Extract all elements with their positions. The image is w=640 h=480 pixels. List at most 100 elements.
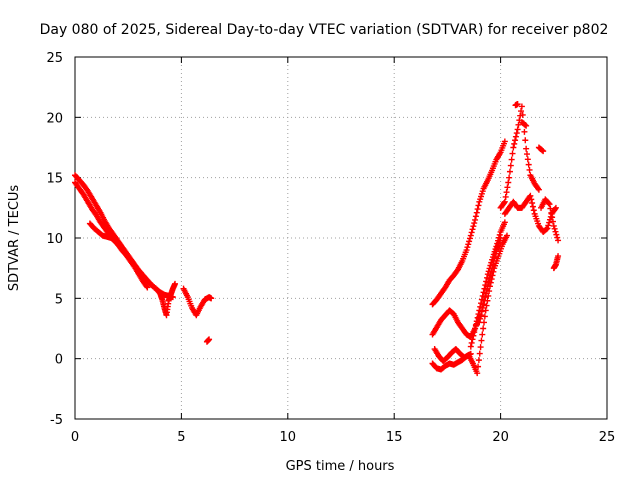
data-point [466,238,473,245]
series-arc-p [550,253,562,272]
data-point [522,122,529,129]
data-point [544,225,551,232]
data-point [503,189,510,196]
data-point [547,205,554,212]
data-point [529,203,536,210]
data-point [480,301,487,308]
data-point [501,198,508,205]
data-point [523,122,530,129]
data-point [505,179,512,186]
data-point [474,206,481,213]
data-point [506,168,513,175]
x-tick-label: 15 [386,430,403,445]
data-point [481,297,488,304]
x-tick-label: 25 [599,430,616,445]
data-point [475,202,482,209]
x-tick-label: 5 [177,430,185,445]
data-point [549,214,556,221]
data-point [518,108,525,115]
data-point [546,219,553,226]
x-axis-label: GPS time / hours [286,459,395,474]
data-point [545,222,552,229]
data-point [468,229,475,236]
series-arc-r [518,119,530,129]
data-point [469,336,476,343]
data-point [508,156,515,163]
gridlines [75,57,607,419]
data-point [492,250,499,257]
data-point [523,145,530,152]
chart-title: Day 080 of 2025, Sidereal Day-to-day VTE… [40,22,609,38]
data-point [470,332,477,339]
data-point [467,343,474,350]
y-tick-label: 5 [55,292,63,307]
data-point [554,234,561,241]
data-point [503,232,510,239]
series-arc-a [72,172,176,301]
data-point [476,319,483,326]
y-tick-label: 0 [55,353,63,368]
data-point [468,339,475,346]
data-point [529,200,536,207]
data-point [476,350,483,357]
data-point [506,174,513,181]
data-point [504,184,511,191]
data-point [474,370,481,377]
data-point [472,325,479,332]
data-point [497,235,504,241]
series-arc-c [86,220,144,276]
data-point [514,126,521,133]
data-point [522,137,529,144]
data-point [545,200,552,207]
data-point [477,315,484,322]
data-point [479,331,486,338]
data-point [206,336,213,343]
series-arc-o [538,196,562,244]
data-point [471,220,478,227]
data-point [144,284,151,291]
data-point [471,329,478,336]
data-point [480,325,487,332]
axis-ticks: 0 5 10 15 20 25 -5 0 5 10 15 20 25 [46,51,615,445]
data-point [552,228,559,235]
data-point [543,226,550,233]
data-point [469,226,476,233]
y-tick-label: -5 [50,413,63,428]
data-point [465,241,472,248]
data-point [490,257,497,264]
data-point [143,283,150,290]
data-points [72,101,562,377]
x-tick-label: 10 [280,430,297,445]
data-point [552,204,559,211]
data-point [512,133,519,140]
data-point [467,232,474,239]
y-tick-label: 10 [46,232,63,247]
data-point [549,218,556,225]
data-point [510,144,517,151]
data-point [488,268,495,275]
data-point [515,121,522,128]
data-point [551,225,558,232]
data-point [526,166,533,173]
data-point [483,290,490,297]
data-point [512,137,519,144]
data-point [483,286,490,293]
data-point [509,150,516,157]
data-point [472,213,479,220]
data-point [507,162,514,169]
data-point [484,283,491,290]
data-point [463,247,470,254]
data-point [546,201,553,208]
data-point [467,350,474,357]
data-point [553,231,560,238]
data-point [472,216,479,223]
data-point [535,185,542,192]
data-point [172,280,179,287]
data-point [489,261,496,268]
y-axis-label: SDTVAR / TECUs [7,185,22,292]
data-point [470,223,477,230]
data-point [466,235,473,242]
series-arc-f [203,336,213,345]
data-point [518,103,525,110]
data-point [535,186,542,193]
